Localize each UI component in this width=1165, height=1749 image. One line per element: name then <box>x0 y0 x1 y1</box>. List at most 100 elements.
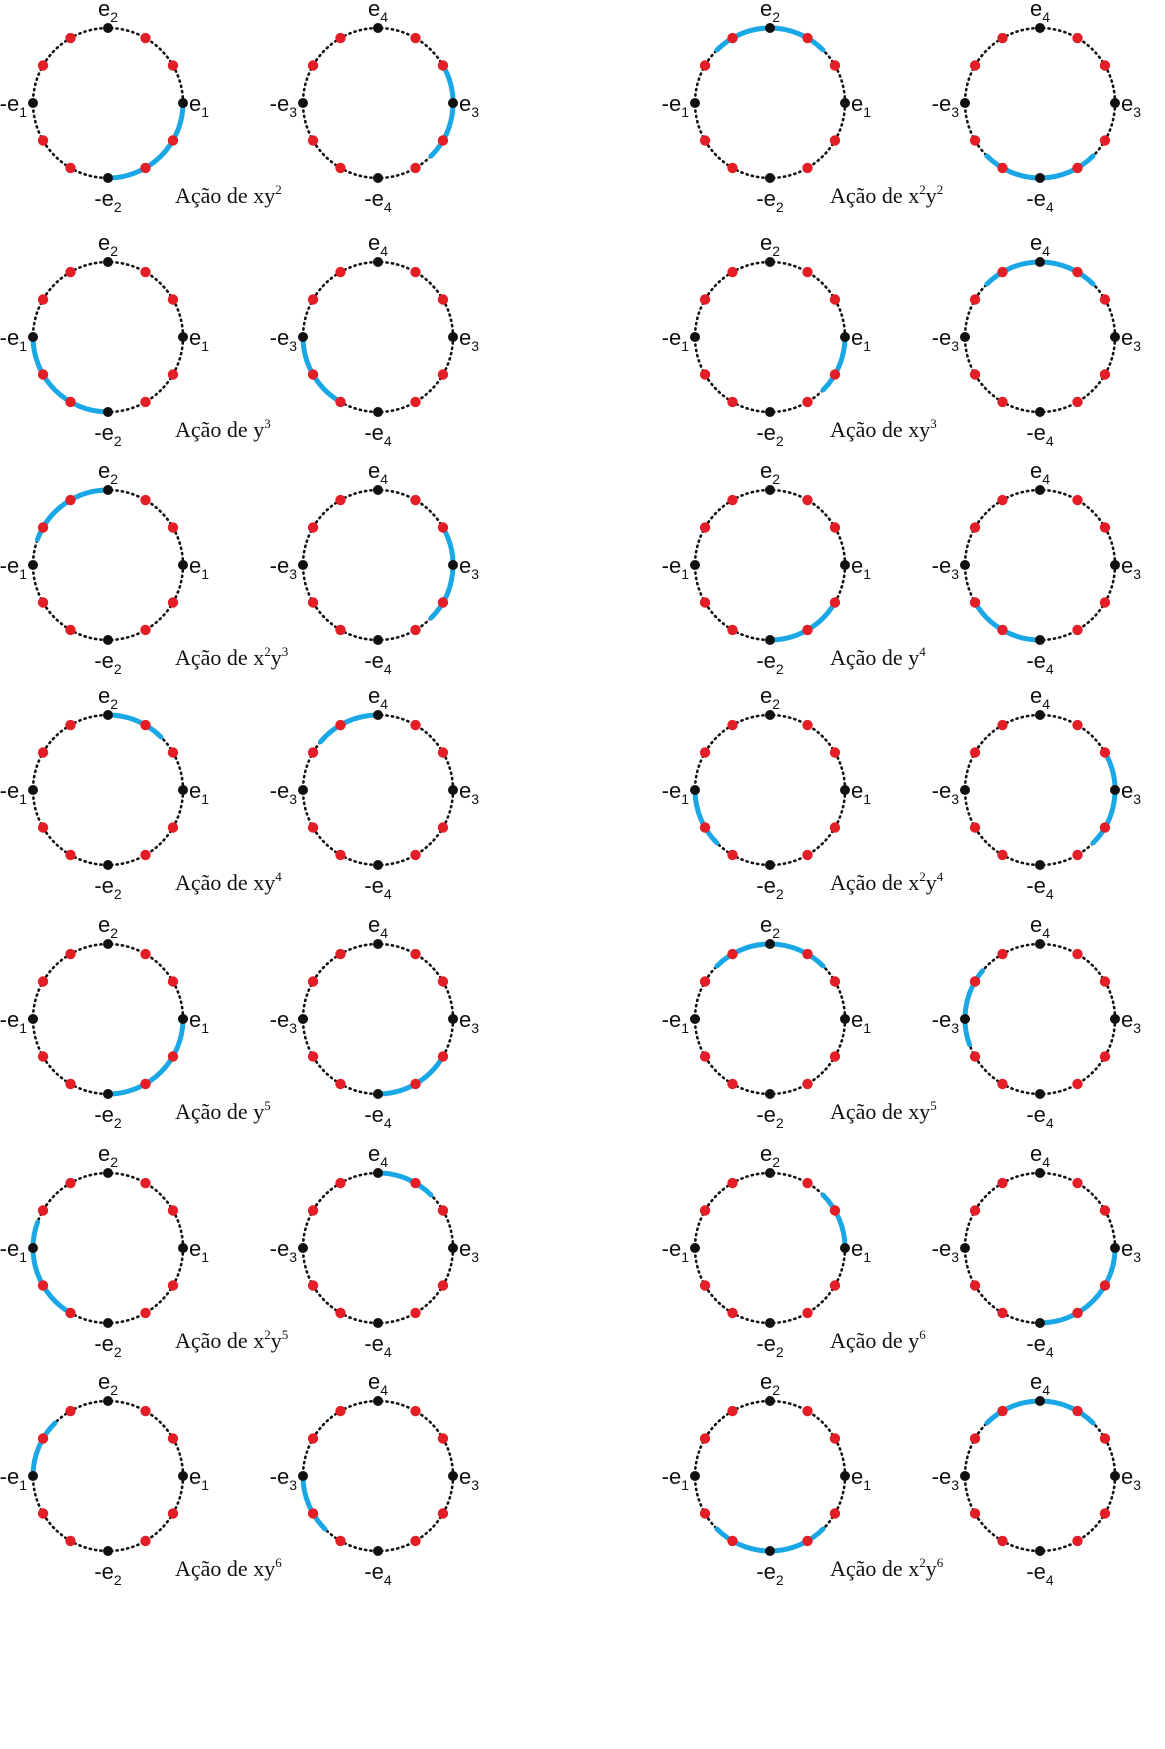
panel-14-left-circle: e1 e2 -e1 -e2 <box>662 1369 872 1588</box>
label-minus-e2: -e2 <box>94 873 122 902</box>
caption-4: Ação de xy3​ <box>830 416 937 442</box>
vertex-dot <box>178 98 188 108</box>
red-dot <box>437 369 449 380</box>
vertex-dot <box>960 1014 970 1024</box>
vertex-dot <box>178 1471 188 1481</box>
label-e3: e3 <box>459 553 479 582</box>
red-dot <box>335 948 346 960</box>
red-dot <box>802 32 813 44</box>
red-dot <box>37 1508 49 1519</box>
red-dot <box>410 1307 421 1319</box>
red-dot <box>802 849 813 861</box>
label-e1: e1 <box>851 778 871 807</box>
vertex-dot <box>960 98 970 108</box>
red-dot <box>65 494 76 506</box>
red-dot <box>829 1280 841 1291</box>
red-dot <box>727 1307 738 1319</box>
vertex-dot <box>373 23 383 33</box>
red-dot <box>1099 1051 1111 1062</box>
label-minus-e2: -e2 <box>94 186 122 215</box>
label-e2: e2 <box>760 0 780 25</box>
red-dot <box>727 396 738 408</box>
red-dot <box>699 294 711 305</box>
highlight-arc <box>1090 750 1118 846</box>
red-dot <box>65 1078 76 1090</box>
red-dot <box>335 494 346 506</box>
vertex-dot <box>28 1243 38 1253</box>
vertex-dot <box>28 1014 38 1024</box>
red-dot <box>1072 494 1083 506</box>
label-e2: e2 <box>760 458 780 487</box>
red-dot <box>829 522 841 533</box>
label-minus-e1: -e1 <box>662 778 690 807</box>
label-minus-e4: -e4 <box>1026 1102 1054 1131</box>
vertex-dot <box>960 785 970 795</box>
red-dot <box>307 747 319 758</box>
red-dot <box>167 1051 179 1062</box>
red-dot <box>37 294 49 305</box>
vertex-dot <box>1110 560 1120 570</box>
panel-12-right-circle: e3 e4 -e3 -e4 <box>932 1141 1142 1360</box>
red-dot <box>699 1508 711 1519</box>
label-e1: e1 <box>851 1236 871 1265</box>
vertex-dot <box>765 173 775 183</box>
red-dot <box>307 294 319 305</box>
panel-11-right-circle: e3 e4 -e3 -e4 <box>270 1141 480 1360</box>
label-minus-e3: -e3 <box>270 1007 298 1036</box>
red-dot <box>997 1405 1008 1417</box>
red-dot <box>140 624 151 636</box>
label-e4: e4 <box>1030 683 1050 712</box>
red-dot <box>829 60 841 71</box>
red-dot <box>410 266 421 278</box>
label-e4: e4 <box>368 1141 388 1170</box>
vertex-dot <box>103 257 113 267</box>
red-dot <box>37 369 49 380</box>
caption-9: Ação de y5​ <box>175 1098 271 1124</box>
red-dot <box>335 162 346 174</box>
vertex-dot <box>1110 1243 1120 1253</box>
red-dot <box>1072 719 1083 731</box>
red-dot <box>140 1307 151 1319</box>
red-dot <box>1072 1177 1083 1189</box>
vertex-dot <box>178 1243 188 1253</box>
vertex-dot <box>1035 23 1045 33</box>
label-minus-e4: -e4 <box>364 873 392 902</box>
caption-11: Ação de x2​y5​ <box>175 1327 288 1353</box>
label-minus-e4: -e4 <box>1026 420 1054 449</box>
red-dot <box>167 369 179 380</box>
panel-13-left-circle: e1 e2 -e1 -e2 <box>0 1369 209 1588</box>
red-dot <box>410 1535 421 1547</box>
label-minus-e3: -e3 <box>932 1007 960 1036</box>
label-minus-e1: -e1 <box>0 91 27 120</box>
red-dot <box>802 624 813 636</box>
red-dot <box>829 369 841 380</box>
label-minus-e2: -e2 <box>94 1102 122 1131</box>
vertex-dot <box>1035 635 1045 645</box>
vertex-dot <box>1035 257 1045 267</box>
red-dot <box>727 948 738 960</box>
vertex-dot <box>373 635 383 645</box>
label-e3: e3 <box>1121 553 1141 582</box>
label-e3: e3 <box>459 91 479 120</box>
panel-10-left-circle: e1 e2 -e1 -e2 <box>662 912 872 1131</box>
red-dot <box>727 162 738 174</box>
label-e3: e3 <box>459 1236 479 1265</box>
red-dot <box>727 266 738 278</box>
label-e2: e2 <box>760 1369 780 1398</box>
vertex-dot <box>373 485 383 495</box>
panel-3-left-circle: e1 e2 -e1 -e2 <box>0 230 209 449</box>
vertex-dot <box>103 1318 113 1328</box>
red-dot <box>699 135 711 146</box>
panel-9-right-circle: e3 e4 -e3 -e4 <box>270 912 480 1131</box>
red-dot <box>307 1205 319 1216</box>
red-dot <box>1099 747 1111 758</box>
vertex-dot <box>103 1168 113 1178</box>
label-e4: e4 <box>368 230 388 259</box>
label-minus-e1: -e1 <box>0 778 27 807</box>
red-dot <box>437 976 449 987</box>
panel-2-left-circle: e1 e2 -e1 -e2 <box>662 0 872 215</box>
label-e1: e1 <box>851 1464 871 1493</box>
label-e1: e1 <box>189 778 209 807</box>
label-e1: e1 <box>189 553 209 582</box>
red-dot <box>802 1307 813 1319</box>
